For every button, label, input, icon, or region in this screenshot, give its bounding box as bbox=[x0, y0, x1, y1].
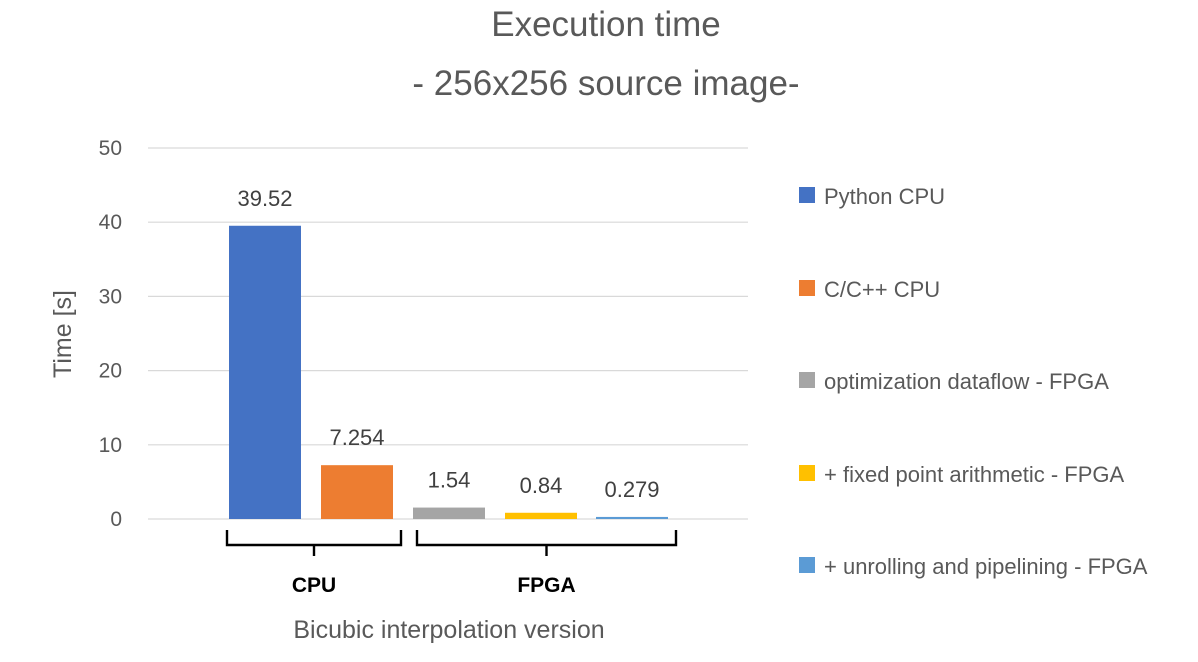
group-bracket bbox=[415, 530, 678, 556]
legend-swatch bbox=[799, 187, 815, 203]
group-brackets: CPU FPGA bbox=[225, 530, 678, 597]
group-bracket bbox=[225, 530, 403, 556]
data-label: 39.52 bbox=[237, 186, 292, 211]
legend-swatch bbox=[799, 280, 815, 296]
legend-swatch bbox=[799, 557, 815, 573]
legend-entry: Python CPU bbox=[824, 184, 945, 209]
legend: Python CPU C/C++ CPU optimization dataflow… bbox=[799, 184, 1148, 579]
x-axis-title: Bicubic interpolation version bbox=[293, 616, 604, 644]
bars bbox=[229, 225, 668, 519]
legend-entry: + unrolling and pipelining - FPGA bbox=[824, 554, 1148, 579]
chart-title: Execution time bbox=[491, 5, 721, 44]
y-tick-label: 0 bbox=[110, 508, 122, 531]
y-tick-label: 40 bbox=[99, 211, 122, 234]
group-label: CPU bbox=[292, 574, 336, 597]
bar bbox=[505, 512, 577, 519]
data-label: 7.254 bbox=[329, 425, 384, 450]
legend-entry: C/C++ CPU bbox=[824, 277, 940, 302]
data-label: 0.84 bbox=[520, 473, 563, 498]
y-tick-label: 50 bbox=[99, 137, 122, 160]
chart-subtitle: - 256x256 source image- bbox=[412, 64, 799, 103]
legend-entry: + fixed point arithmetic - FPGA bbox=[824, 462, 1124, 487]
data-label: 0.279 bbox=[604, 477, 659, 502]
group-label: FPGA bbox=[517, 574, 575, 597]
y-tick-label: 10 bbox=[99, 434, 122, 457]
legend-swatch bbox=[799, 465, 815, 481]
data-labels: 39.52 7.254 1.54 0.84 0.279 bbox=[237, 186, 659, 502]
y-axis-title: Time [s] bbox=[49, 290, 77, 378]
legend-swatch bbox=[799, 372, 815, 388]
y-axis-ticks: 0 10 20 30 40 50 bbox=[99, 137, 122, 531]
y-tick-label: 30 bbox=[99, 285, 122, 308]
data-label: 1.54 bbox=[428, 468, 471, 493]
bar bbox=[321, 465, 393, 519]
bar bbox=[596, 516, 668, 519]
bar bbox=[413, 507, 485, 519]
bar bbox=[229, 225, 301, 519]
y-tick-label: 20 bbox=[99, 360, 122, 383]
legend-entry: optimization dataflow - FPGA bbox=[824, 369, 1109, 394]
